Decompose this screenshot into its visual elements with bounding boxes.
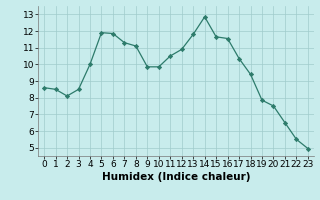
X-axis label: Humidex (Indice chaleur): Humidex (Indice chaleur) [102,172,250,182]
